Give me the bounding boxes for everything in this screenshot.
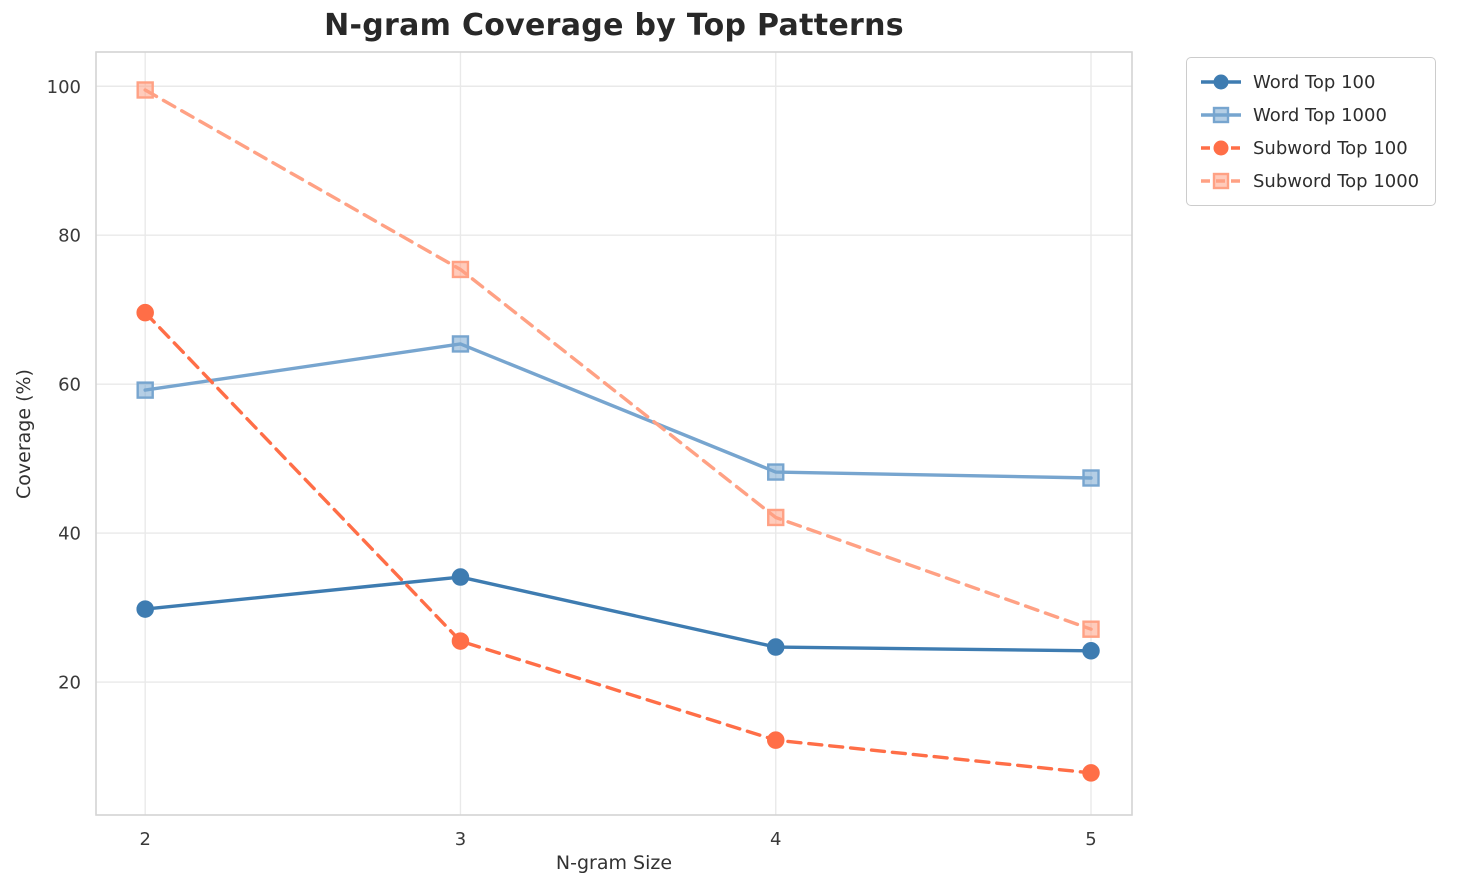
legend-label: Word Top 100 bbox=[1253, 71, 1376, 93]
data-point-word-top-1000-x2 bbox=[136, 381, 154, 399]
data-point-word-top-100-x2 bbox=[136, 600, 154, 618]
legend-label: Subword Top 100 bbox=[1253, 137, 1408, 159]
data-point-subword-top-100-x3 bbox=[451, 632, 470, 650]
data-point-subword-top-1000-x4 bbox=[767, 508, 785, 527]
data-point-word-top-100-x4 bbox=[766, 638, 785, 656]
data-point-word-top-1000-x3 bbox=[451, 335, 470, 353]
legend-sample-circle-icon bbox=[1201, 140, 1241, 156]
x-tick-label: 5 bbox=[1085, 829, 1096, 850]
y-tick-label: 40 bbox=[58, 524, 81, 545]
series-line-word-top-100 bbox=[143, 575, 1093, 653]
data-point-subword-top-1000-x5 bbox=[1082, 620, 1100, 638]
legend-label: Word Top 1000 bbox=[1253, 104, 1387, 126]
legend-item-word-top-1000: Word Top 1000 bbox=[1199, 102, 1419, 128]
y-tick-label: 60 bbox=[58, 375, 81, 396]
legend-sample-square-icon bbox=[1201, 172, 1241, 190]
legend-sample-circle-icon bbox=[1201, 74, 1241, 90]
y-tick-label: 20 bbox=[58, 673, 81, 694]
legend-item-subword-top-1000: Subword Top 1000 bbox=[1199, 168, 1419, 194]
data-point-word-top-1000-x4 bbox=[767, 463, 785, 481]
legend-sample-square-icon bbox=[1201, 106, 1241, 124]
x-tick-label: 4 bbox=[770, 829, 781, 850]
x-axis-label: N-gram Size bbox=[555, 852, 673, 874]
legend: Word Top 100 Word Top 1000 Subword Top 100… bbox=[1186, 57, 1437, 206]
legend-item-word-top-100: Word Top 100 bbox=[1199, 69, 1419, 95]
data-point-word-top-100-x3 bbox=[451, 568, 470, 586]
data-point-subword-top-1000-x3 bbox=[451, 260, 470, 279]
data-point-word-top-1000-x5 bbox=[1082, 469, 1100, 487]
series-line-word-top-1000 bbox=[143, 342, 1093, 480]
y-tick-label: 100 bbox=[47, 77, 81, 98]
axes-spines bbox=[95, 51, 1133, 816]
x-tick-label: 2 bbox=[139, 829, 150, 850]
data-point-subword-top-1000-x2 bbox=[136, 81, 154, 99]
data-point-subword-top-100-x2 bbox=[136, 303, 154, 322]
series-line-subword-top-1000 bbox=[143, 88, 1093, 631]
legend-item-subword-top-100: Subword Top 100 bbox=[1199, 135, 1419, 161]
x-tick-label: 3 bbox=[455, 829, 466, 850]
y-axis-label: Coverage (%) bbox=[13, 369, 35, 499]
series-line-subword-top-100 bbox=[143, 310, 1093, 775]
legend-label: Subword Top 1000 bbox=[1253, 170, 1420, 192]
chart-title: N-gram Coverage by Top Patterns bbox=[324, 8, 904, 43]
data-point-subword-top-100-x4 bbox=[766, 731, 785, 749]
data-point-subword-top-100-x5 bbox=[1082, 764, 1100, 782]
y-tick-label: 80 bbox=[58, 226, 81, 247]
data-point-word-top-100-x5 bbox=[1082, 642, 1100, 660]
